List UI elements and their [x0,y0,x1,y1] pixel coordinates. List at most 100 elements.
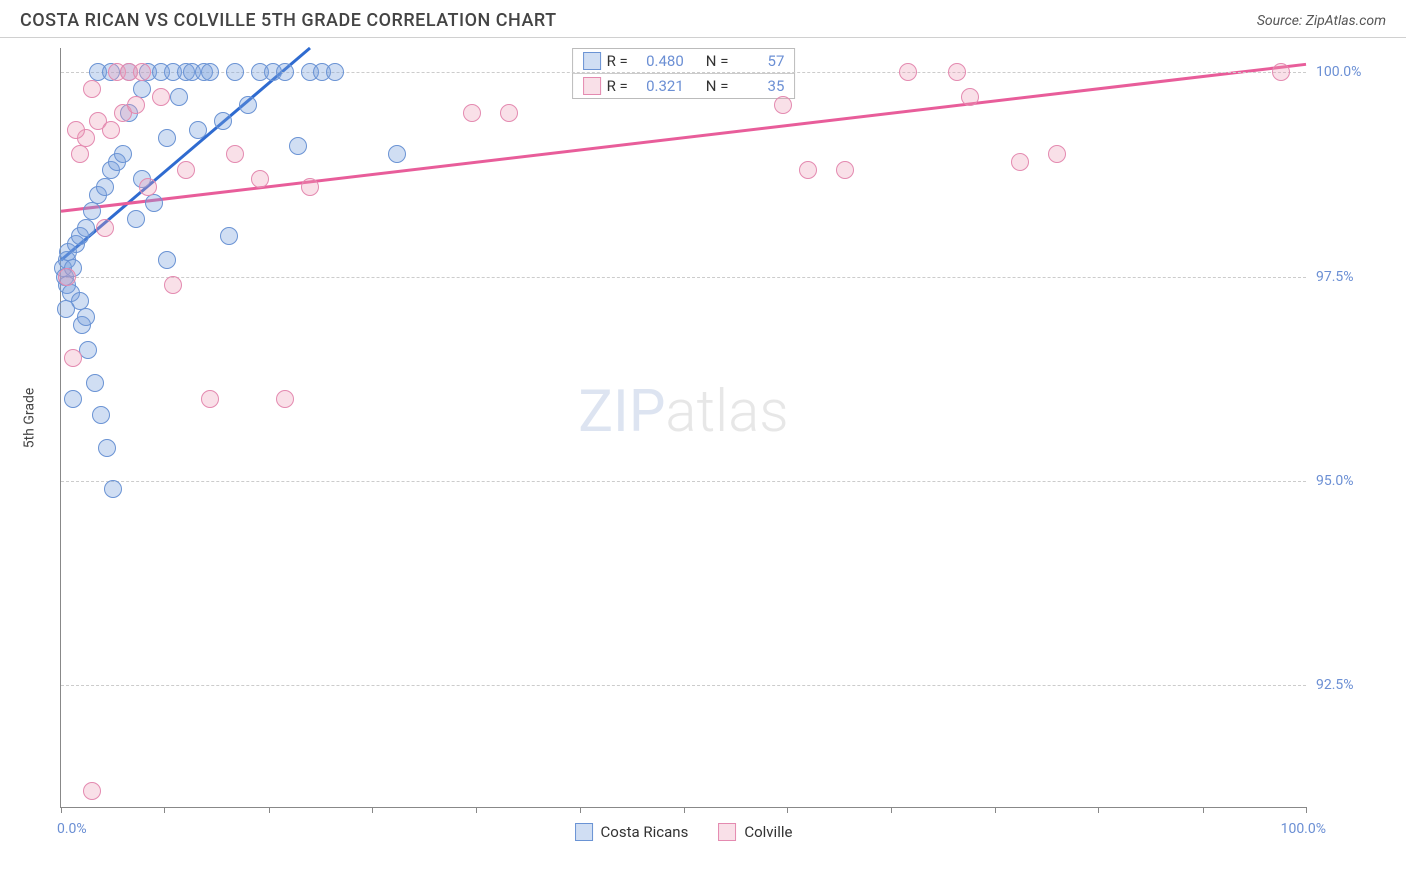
scatter-point [98,439,116,457]
bottom-legend: Costa Ricans Colville [575,823,793,841]
scatter-point [57,300,75,318]
scatter-point [152,88,170,106]
trend-lines [61,48,1306,807]
x-tick [164,807,165,813]
y-axis-label: 5th Grade [21,388,37,449]
x-tick [1306,807,1307,813]
scatter-point [226,145,244,163]
scatter-point [114,145,132,163]
scatter-point [96,178,114,196]
scatter-point [71,145,89,163]
scatter-point [201,390,219,408]
chart-header: COSTA RICAN VS COLVILLE 5TH GRADE CORREL… [0,0,1406,38]
chart-title: COSTA RICAN VS COLVILLE 5TH GRADE CORREL… [20,10,557,31]
scatter-point [836,161,854,179]
stats-r-label: R = [607,52,628,70]
scatter-point [276,63,294,81]
scatter-point [1011,153,1029,171]
x-tick [372,807,373,813]
plot-region: ZIPatlas R = 0.480N = 57R = 0.321N = 35 … [60,48,1306,808]
scatter-point [64,390,82,408]
stats-legend-box: R = 0.480N = 57R = 0.321N = 35 [572,48,796,99]
y-tick-label: 95.0% [1316,473,1376,489]
scatter-point [799,161,817,179]
scatter-point [77,308,95,326]
scatter-point [1272,63,1290,81]
legend-item: Costa Ricans [575,823,689,841]
chart-area: 5th Grade ZIPatlas R = 0.480N = 57R = 0.… [20,38,1386,858]
stats-n-value: 57 [734,52,784,70]
watermark-atlas: atlas [665,378,788,446]
x-tick [1203,807,1204,813]
scatter-point [388,145,406,163]
scatter-point [214,112,232,130]
scatter-point [104,480,122,498]
scatter-point [326,63,344,81]
gridline-h [61,481,1306,482]
scatter-point [96,219,114,237]
y-tick-label: 97.5% [1316,269,1376,285]
scatter-point [92,406,110,424]
scatter-point [86,374,104,392]
y-tick-label: 92.5% [1316,677,1376,693]
stats-swatch [583,77,601,95]
scatter-point [189,121,207,139]
scatter-point [170,88,188,106]
scatter-point [177,161,195,179]
scatter-point [64,349,82,367]
scatter-point [139,178,157,196]
scatter-point [58,268,76,286]
stats-row: R = 0.321N = 35 [573,74,795,98]
scatter-point [164,276,182,294]
x-axis-max-label: 100.0% [1281,821,1326,837]
scatter-point [201,63,219,81]
scatter-point [948,63,966,81]
scatter-point [127,96,145,114]
scatter-point [83,80,101,98]
y-axis-label-wrap: 5th Grade [14,38,44,798]
stats-n-label: N = [706,52,729,70]
x-tick [891,807,892,813]
stats-n-value: 35 [734,77,784,95]
scatter-point [301,178,319,196]
scatter-point [251,170,269,188]
legend-item: Colville [718,823,792,841]
scatter-point [220,227,238,245]
y-tick-label: 100.0% [1316,64,1376,80]
scatter-point [145,194,163,212]
scatter-point [102,121,120,139]
watermark-zip: ZIP [578,378,665,446]
stats-n-label: N = [706,77,729,95]
scatter-point [276,390,294,408]
scatter-point [961,88,979,106]
stats-r-label: R = [607,77,628,95]
gridline-h [61,72,1306,73]
scatter-point [133,63,151,81]
gridline-h [61,277,1306,278]
chart-source: Source: ZipAtlas.com [1257,13,1386,29]
legend-label: Costa Ricans [601,823,689,841]
x-tick [684,807,685,813]
scatter-point [158,251,176,269]
scatter-point [127,210,145,228]
scatter-point [83,202,101,220]
watermark: ZIPatlas [578,378,788,446]
x-tick [61,807,62,813]
x-tick [1098,807,1099,813]
scatter-point [83,782,101,800]
stats-swatch [583,52,601,70]
scatter-point [158,129,176,147]
scatter-point [77,219,95,237]
scatter-point [67,121,85,139]
x-tick [787,807,788,813]
scatter-point [239,96,257,114]
legend-swatch [718,823,736,841]
x-tick [476,807,477,813]
scatter-point [899,63,917,81]
scatter-point [500,104,518,122]
x-tick [269,807,270,813]
x-tick [995,807,996,813]
scatter-point [1048,145,1066,163]
legend-label: Colville [744,823,792,841]
scatter-point [133,80,151,98]
